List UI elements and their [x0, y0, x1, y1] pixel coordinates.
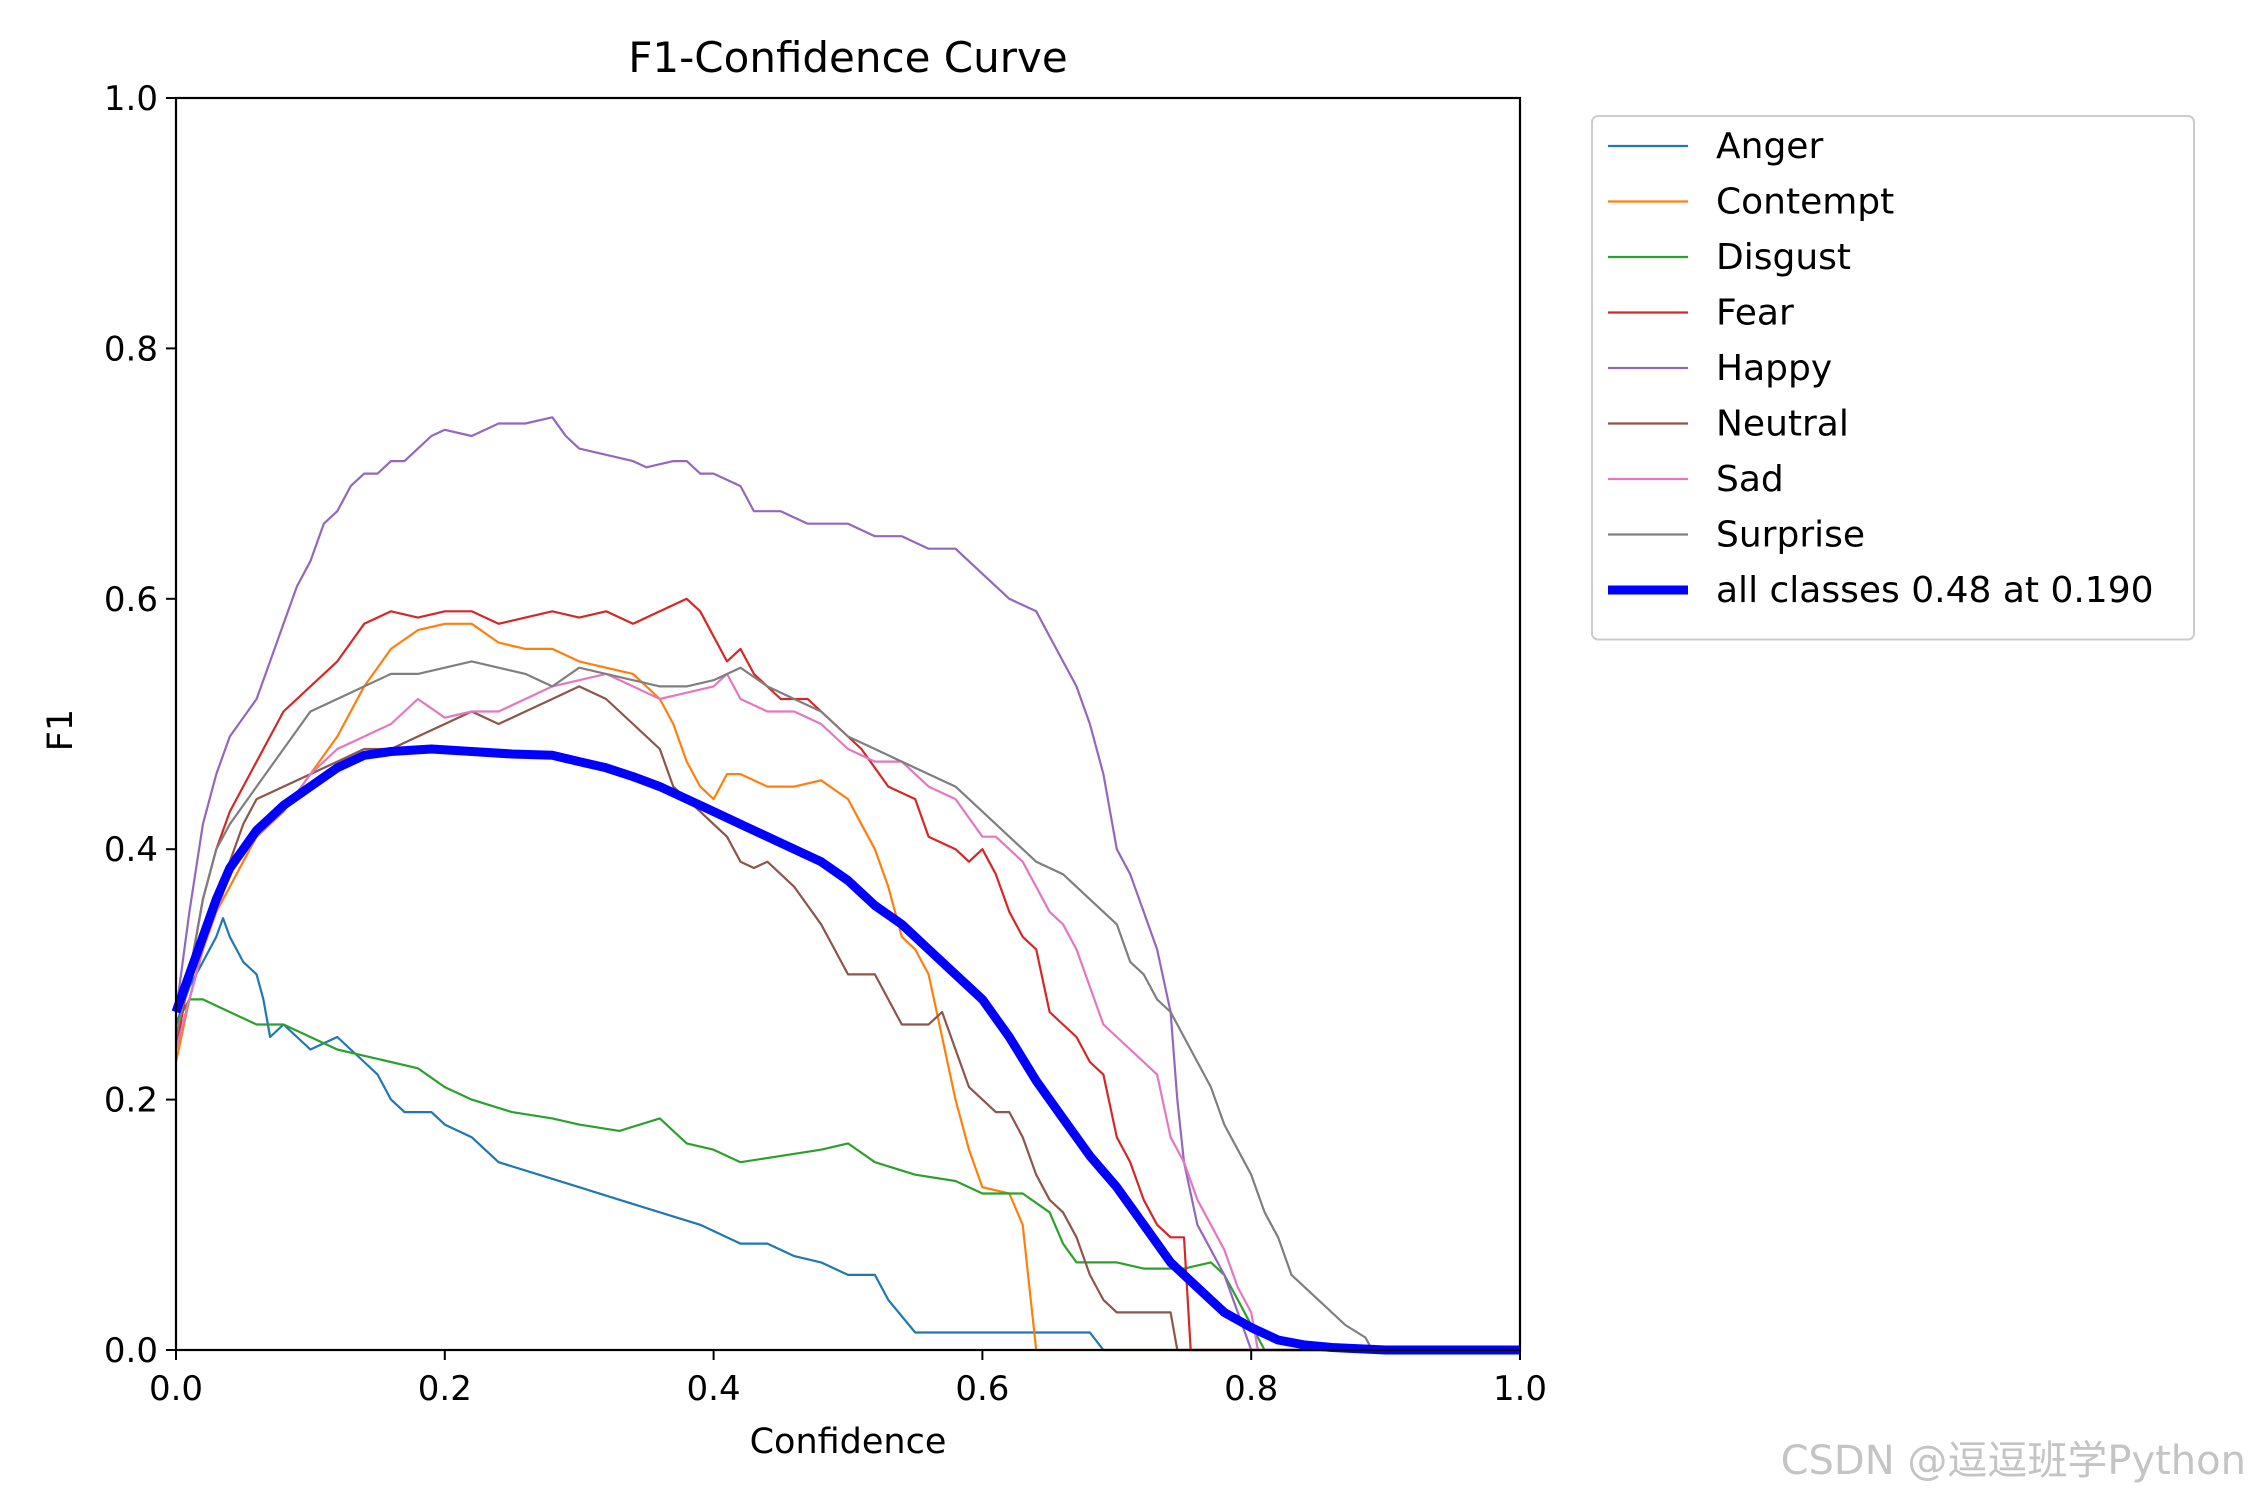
axis-layer: 0.0 0.2 0.4 0.6 0.8 1.0 0.0 0.2 0.4 0.6 0.8 1.0 — [104, 79, 1547, 1409]
x-tick-label: 0.2 — [418, 1369, 472, 1409]
series-line-1 — [174, 622, 1520, 1352]
x-tick-label: 0.8 — [1224, 1369, 1278, 1409]
x-axis-label: Confidence — [750, 1422, 947, 1462]
series-line-2 — [175, 998, 1520, 1352]
y-tick-label: 0.2 — [104, 1081, 158, 1121]
watermark: CSDN @逗逗班学Python — [1780, 1438, 2246, 1484]
legend-label: all classes 0.48 at 0.190 — [1716, 570, 2154, 611]
y-tick-label: 0.4 — [104, 830, 158, 870]
series-line-3 — [174, 597, 1520, 1352]
legend: Anger Contempt Disgust Fear Happy Neutral Sad S… — [1591, 115, 2195, 641]
legend-label: Sad — [1716, 459, 1784, 500]
x-tick-label: 0.4 — [687, 1369, 741, 1409]
series-line-4 — [174, 416, 1520, 1352]
series-line-5 — [174, 685, 1520, 1352]
x-tick-label: 0.6 — [955, 1369, 1009, 1409]
x-tick-label: 0.0 — [149, 1369, 203, 1409]
legend-label: Contempt — [1716, 182, 1894, 223]
series-line-7 — [174, 660, 1520, 1352]
plot-frame — [174, 96, 1522, 1352]
legend-label: Anger — [1716, 126, 1823, 167]
series-line-8 — [171, 744, 1520, 1355]
y-tick-label: 0.6 — [104, 580, 158, 620]
y-axis-label: F1 — [41, 709, 81, 751]
legend-label: Happy — [1716, 348, 1832, 389]
chart-title: F1-Confidence Curve — [628, 33, 1067, 82]
y-tick-label: 0.0 — [104, 1331, 158, 1371]
legend-label: Fear — [1716, 293, 1794, 334]
x-tick-label: 1.0 — [1493, 1369, 1547, 1409]
series-line-6 — [174, 672, 1520, 1352]
legend-label: Neutral — [1716, 404, 1849, 445]
legend-label: Surprise — [1716, 515, 1865, 556]
y-tick-label: 1.0 — [104, 79, 158, 119]
legend-box — [1591, 115, 2195, 641]
y-tick-label: 0.8 — [104, 329, 158, 369]
series-line-0 — [174, 917, 1520, 1352]
legend-label: Disgust — [1716, 237, 1851, 278]
series-layer — [171, 416, 1520, 1355]
